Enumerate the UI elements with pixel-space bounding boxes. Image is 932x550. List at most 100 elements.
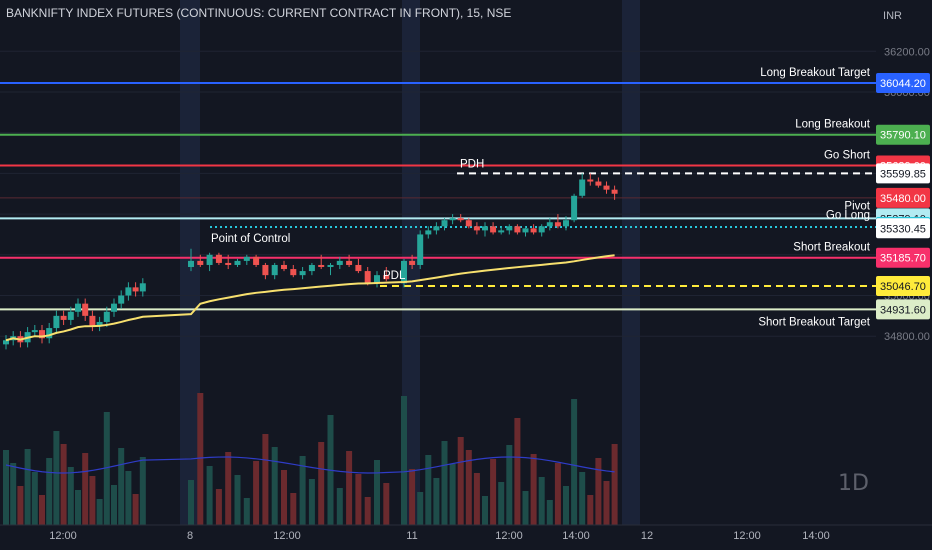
volume-bar xyxy=(514,418,521,525)
candle-body xyxy=(215,254,222,263)
volume-bar xyxy=(538,477,545,525)
volume-bar xyxy=(188,480,194,525)
volume-bar xyxy=(506,445,513,525)
candle-body xyxy=(498,230,505,233)
candle-body xyxy=(96,321,103,327)
level-label: PDL xyxy=(383,270,406,282)
volume-bar xyxy=(290,493,297,525)
candle-body xyxy=(522,228,529,233)
volume-bar xyxy=(346,451,353,525)
candle-body xyxy=(571,195,578,221)
x-tick-label: 8 xyxy=(187,530,193,542)
candle-body xyxy=(433,226,440,231)
volume-bar xyxy=(465,450,472,525)
candle-body xyxy=(290,269,297,276)
candle-body xyxy=(75,303,81,312)
volume-bar xyxy=(253,461,260,525)
volume-bar xyxy=(579,472,586,525)
volume-bar xyxy=(522,491,529,525)
candle-body xyxy=(46,328,53,339)
volume-bar xyxy=(587,495,594,525)
volume-bar xyxy=(132,494,139,525)
candle-body xyxy=(506,226,513,231)
volume-bar xyxy=(401,396,407,525)
candle-body xyxy=(587,179,594,182)
candle-body xyxy=(538,226,545,233)
volume-bar xyxy=(139,457,146,525)
candle-body xyxy=(206,254,213,265)
candle-body xyxy=(425,230,432,235)
candle-body xyxy=(473,226,480,231)
price-badge-bg xyxy=(876,163,930,184)
level-label: Pivot xyxy=(844,200,870,212)
volume-bar xyxy=(262,434,269,525)
candle-body xyxy=(262,264,269,276)
volume-bar xyxy=(225,452,232,525)
volume-bar xyxy=(271,447,278,525)
x-tick-label: 12:00 xyxy=(49,530,77,542)
candle-body xyxy=(336,260,343,265)
volume-bar xyxy=(24,449,31,525)
level-label: Go Long xyxy=(826,209,870,221)
volume-bar xyxy=(490,459,497,525)
candle-body xyxy=(355,264,362,272)
volume-bar xyxy=(75,490,81,525)
price-badge-bg xyxy=(876,299,930,320)
volume-bar xyxy=(3,450,9,525)
volume-bar xyxy=(318,442,325,525)
candle-body xyxy=(243,256,250,261)
candle-body xyxy=(465,220,472,227)
candle-body xyxy=(327,264,334,268)
candle-body xyxy=(457,218,464,221)
volume-bar xyxy=(457,437,464,525)
volume-bar xyxy=(96,499,103,525)
x-tick-label: 12:00 xyxy=(733,530,761,542)
volume-bar xyxy=(215,489,222,525)
volume-bar xyxy=(571,399,578,525)
volume-bar xyxy=(111,485,117,525)
price-badge: 35330.45 xyxy=(880,223,926,235)
level-label: Point of Control xyxy=(211,233,290,245)
candle-body xyxy=(374,275,380,284)
chart-title: BANKNIFTY INDEX FUTURES (CONTINUOUS: CUR… xyxy=(6,6,512,20)
volume-bar xyxy=(554,463,561,525)
candle-body xyxy=(281,264,287,270)
volume-bar xyxy=(433,478,440,525)
candle-body xyxy=(449,218,456,221)
candle-body xyxy=(125,287,132,296)
volume-bar xyxy=(82,453,89,525)
candle-body xyxy=(579,179,586,196)
candle-body xyxy=(53,315,60,329)
last-price-badge-bg xyxy=(876,187,930,208)
currency-label: INR xyxy=(883,10,902,22)
price-badge: 35185.70 xyxy=(880,253,926,265)
x-tick-label: 11 xyxy=(406,530,417,542)
volume-bar xyxy=(197,393,204,525)
level-label: Go Short xyxy=(824,149,871,161)
volume-bar xyxy=(17,486,24,525)
y-tick-label: 34800.00 xyxy=(884,331,930,343)
candle-body xyxy=(595,181,602,186)
candle-body xyxy=(82,303,89,316)
candle-body xyxy=(67,311,74,320)
volume-bar xyxy=(409,469,416,525)
price-badge: 35046.70 xyxy=(880,281,926,293)
volume-bar xyxy=(10,463,17,525)
volume-bar xyxy=(53,431,60,525)
volume-bar xyxy=(31,472,38,525)
timeframe-watermark: 1D xyxy=(838,471,869,496)
volume-bar xyxy=(449,464,456,525)
volume-bar xyxy=(425,455,432,525)
volume-bar xyxy=(417,492,424,525)
volume-bar xyxy=(473,473,480,525)
volume-bar xyxy=(67,467,74,525)
candle-body xyxy=(132,287,139,292)
candle-body xyxy=(3,340,9,345)
level-label: PDH xyxy=(460,158,484,170)
candle-body xyxy=(60,315,67,320)
candle-body xyxy=(603,185,610,190)
volume-bar xyxy=(243,498,250,525)
volume-bar xyxy=(46,458,53,525)
candle-body xyxy=(299,271,306,276)
